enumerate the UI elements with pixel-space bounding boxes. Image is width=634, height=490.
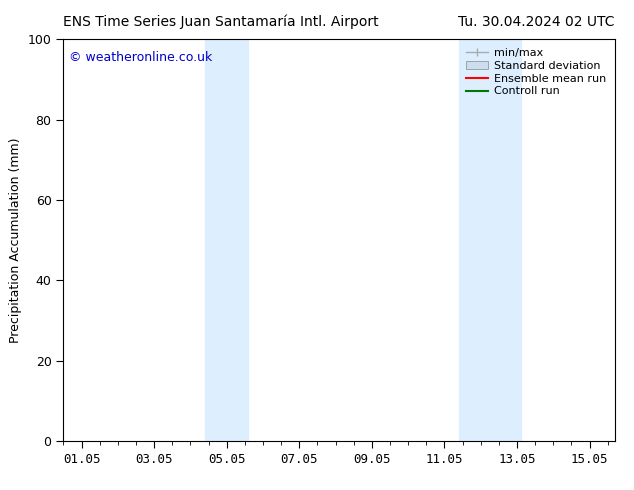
Text: Tu. 30.04.2024 02 UTC: Tu. 30.04.2024 02 UTC (458, 15, 615, 29)
Text: © weatheronline.co.uk: © weatheronline.co.uk (69, 51, 212, 64)
Legend: min/max, Standard deviation, Ensemble mean run, Controll run: min/max, Standard deviation, Ensemble me… (463, 45, 609, 100)
Bar (459, 39, 521, 441)
Text: ENS Time Series Juan Santamaría Intl. Airport: ENS Time Series Juan Santamaría Intl. Ai… (63, 15, 379, 29)
Bar (205, 39, 249, 441)
Y-axis label: Precipitation Accumulation (mm): Precipitation Accumulation (mm) (9, 137, 22, 343)
